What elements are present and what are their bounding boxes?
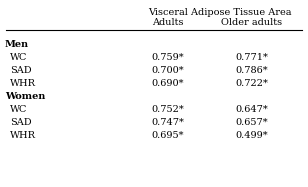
Text: SAD: SAD	[10, 118, 32, 127]
Text: Women: Women	[5, 92, 45, 101]
Text: 0.759*: 0.759*	[152, 53, 184, 62]
Text: 0.786*: 0.786*	[236, 66, 268, 75]
Text: Men: Men	[5, 40, 29, 49]
Text: 0.722*: 0.722*	[236, 79, 269, 88]
Text: 0.700*: 0.700*	[152, 66, 184, 75]
Text: WHR: WHR	[10, 79, 36, 88]
Text: 0.647*: 0.647*	[236, 105, 268, 114]
Text: SAD: SAD	[10, 66, 32, 75]
Text: 0.657*: 0.657*	[236, 118, 268, 127]
Text: Older adults: Older adults	[221, 18, 282, 27]
Text: 0.752*: 0.752*	[152, 105, 184, 114]
Text: 0.747*: 0.747*	[152, 118, 184, 127]
Text: Visceral Adipose Tissue Area: Visceral Adipose Tissue Area	[148, 8, 292, 17]
Text: 0.499*: 0.499*	[236, 131, 268, 140]
Text: Adults: Adults	[152, 18, 184, 27]
Text: 0.690*: 0.690*	[152, 79, 184, 88]
Text: 0.771*: 0.771*	[236, 53, 269, 62]
Text: WHR: WHR	[10, 131, 36, 140]
Text: 0.695*: 0.695*	[152, 131, 184, 140]
Text: WC: WC	[10, 53, 27, 62]
Text: WC: WC	[10, 105, 27, 114]
